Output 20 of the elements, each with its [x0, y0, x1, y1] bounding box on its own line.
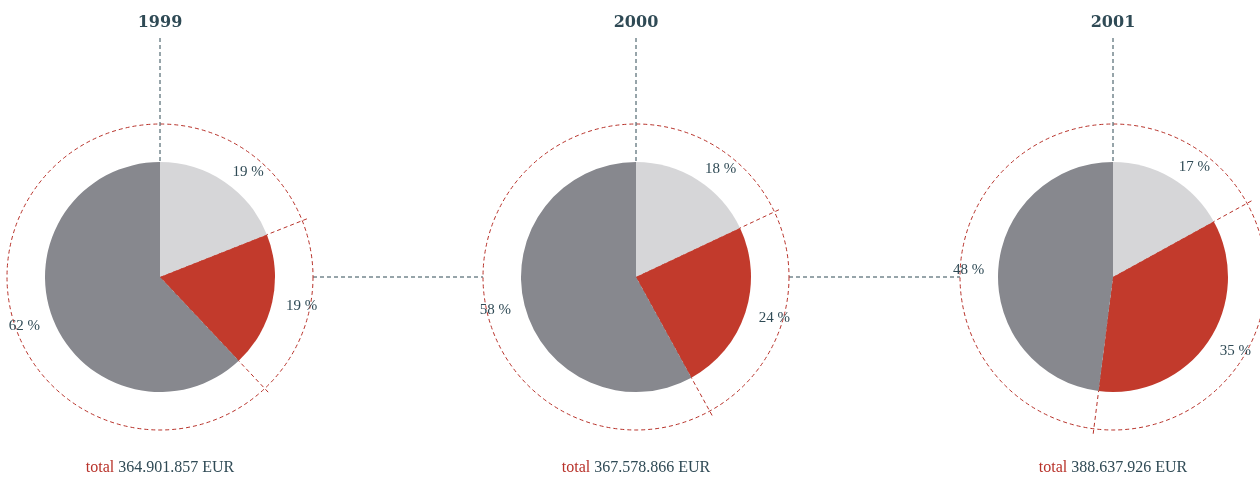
pie-slice	[521, 162, 692, 392]
text: total 388.637.926 EUR	[1038, 458, 1188, 475]
chart-title: 2001	[1090, 12, 1136, 31]
chart-title: 2000	[613, 12, 659, 31]
chart-title: 1999	[137, 12, 183, 31]
pie-slice	[636, 162, 741, 277]
data-label: 19 %	[232, 162, 264, 179]
data-label: 62 %	[8, 316, 41, 333]
data-label: 19 %	[285, 297, 318, 314]
data-label: 48 %	[953, 261, 985, 278]
text: total 367.578.866 EUR	[561, 458, 711, 475]
data-label: 18 %	[705, 160, 737, 177]
pie-slice	[998, 162, 1113, 392]
data-label: 24 %	[758, 309, 790, 326]
text: total 364.901.857 EUR	[85, 458, 235, 475]
data-label: 35 %	[1219, 341, 1251, 358]
data-label: 58 %	[479, 301, 512, 318]
pie-slice	[1113, 162, 1214, 277]
data-label: 17 %	[1178, 158, 1210, 175]
pie-slice	[160, 162, 267, 277]
